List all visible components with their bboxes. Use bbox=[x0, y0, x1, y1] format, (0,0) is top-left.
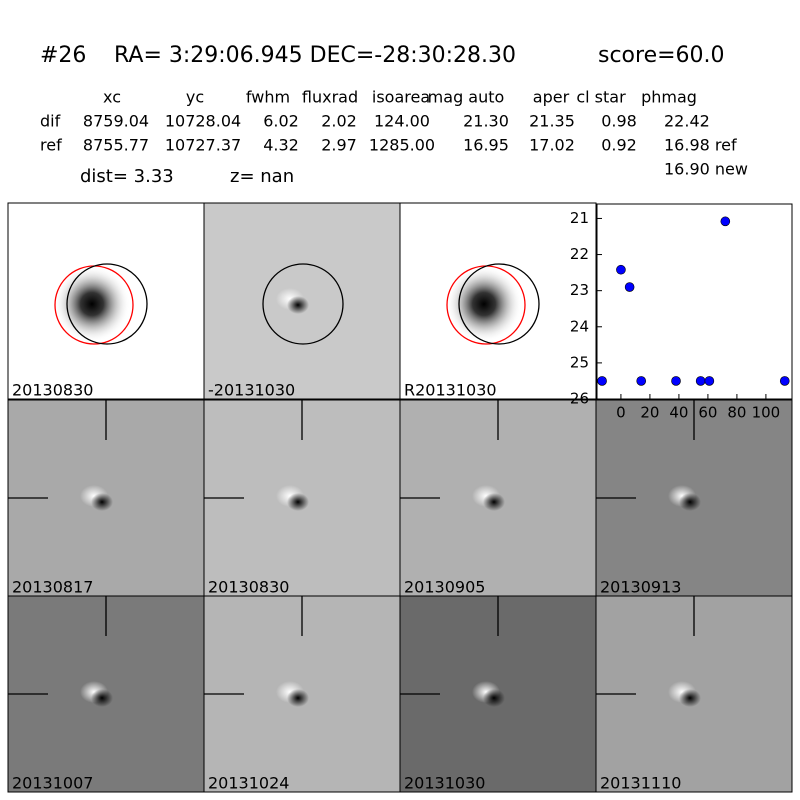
data-point bbox=[779, 376, 790, 386]
panel-label: 20130817 bbox=[12, 578, 93, 597]
residual-dark bbox=[483, 493, 505, 511]
column-header: fwhm bbox=[246, 88, 290, 107]
table-cell: 1285.00 bbox=[369, 136, 435, 155]
residual-dark bbox=[287, 296, 309, 314]
residual-dark bbox=[483, 689, 505, 707]
table-cell: 8759.04 bbox=[83, 112, 149, 131]
table-cell: 10728.04 bbox=[165, 112, 241, 131]
table-cell: 21.35 bbox=[529, 112, 575, 131]
data-point bbox=[704, 376, 715, 386]
source-blob bbox=[446, 266, 522, 342]
aperture-black bbox=[66, 263, 148, 345]
table-cell: 16.98 ref bbox=[664, 136, 737, 155]
table-cell: 8755.77 bbox=[83, 136, 149, 155]
panel-label: -20131030 bbox=[208, 381, 295, 400]
y-tick-label: 23 bbox=[570, 281, 589, 299]
x-tick-label: 0 bbox=[616, 404, 626, 422]
table-cell: 0.92 bbox=[601, 136, 637, 155]
source-blob bbox=[54, 266, 130, 342]
table-cell: 16.95 bbox=[463, 136, 509, 155]
y-tick-label: 22 bbox=[570, 245, 589, 263]
data-point bbox=[720, 216, 731, 227]
table-cell: 124.00 bbox=[374, 112, 430, 131]
table-cell: 22.42 bbox=[664, 112, 710, 131]
y-tick-label: 21 bbox=[570, 209, 589, 227]
column-header: xc bbox=[103, 88, 121, 107]
aperture-black bbox=[458, 263, 540, 345]
panel-label: 20131110 bbox=[600, 774, 681, 793]
x-tick-label: 60 bbox=[698, 404, 717, 422]
table-cell: dif bbox=[40, 112, 61, 131]
column-header: phmag bbox=[641, 88, 697, 107]
data-point bbox=[671, 376, 681, 386]
panel-label: 20130905 bbox=[404, 578, 485, 597]
table-cell: 2.02 bbox=[321, 112, 357, 131]
y-tick-label: 24 bbox=[570, 317, 589, 335]
score: score=60.0 bbox=[598, 43, 725, 68]
table-cell: 6.02 bbox=[263, 112, 299, 131]
panel-label: 20130913 bbox=[600, 578, 681, 597]
table-cell: 2.97 bbox=[321, 136, 357, 155]
column-header: aper bbox=[533, 88, 570, 107]
data-point bbox=[616, 264, 626, 275]
table-cell: 0.98 bbox=[601, 112, 637, 131]
x-tick-label: 100 bbox=[752, 404, 781, 422]
new-mag: 16.90 new bbox=[664, 160, 748, 179]
column-header: isoarea bbox=[372, 88, 430, 107]
data-point bbox=[636, 376, 647, 386]
panel-label: 20131024 bbox=[208, 774, 289, 793]
panel-label: 20131007 bbox=[12, 774, 93, 793]
aperture-black bbox=[262, 263, 344, 345]
residual-dark bbox=[287, 493, 309, 511]
table-cell: 21.30 bbox=[463, 112, 509, 131]
y-tick-label: 26 bbox=[570, 390, 589, 408]
coordinates: RA= 3:29:06.945 DEC=-28:30:28.30 bbox=[114, 43, 516, 68]
residual-dark bbox=[91, 689, 113, 707]
panel-grid: 20130830 -20131030 R20131030 20130817 201308… bbox=[7, 202, 793, 793]
table-cell: 4.32 bbox=[263, 136, 299, 155]
object-id: #26 bbox=[40, 43, 86, 68]
residual-dark bbox=[679, 689, 701, 707]
residual-dark bbox=[91, 493, 113, 511]
panel-label: 20130830 bbox=[208, 578, 289, 597]
panel-label: R20131030 bbox=[404, 381, 497, 400]
light-curve: 21 22 23 24 25 26 0 20 40 60 80 100 bbox=[570, 203, 793, 422]
panel-label: 20131030 bbox=[404, 774, 485, 793]
x-tick-label: 80 bbox=[727, 404, 746, 422]
column-header: yc bbox=[186, 88, 204, 107]
x-tick-label: 20 bbox=[640, 404, 659, 422]
x-tick-label: 40 bbox=[669, 404, 688, 422]
table-cell: 17.02 bbox=[529, 136, 575, 155]
residual-dark bbox=[679, 493, 701, 511]
y-tick-label: 25 bbox=[570, 353, 589, 371]
data-point bbox=[624, 282, 635, 292]
z-score: z= nan bbox=[230, 166, 294, 187]
panel-label: 20130830 bbox=[12, 381, 93, 400]
plot-area bbox=[596, 203, 793, 400]
data-point bbox=[597, 376, 607, 386]
distance: dist= 3.33 bbox=[80, 166, 174, 187]
table-cell: 10727.37 bbox=[165, 136, 241, 155]
column-header: fluxrad bbox=[302, 88, 358, 107]
residual-dark bbox=[287, 689, 309, 707]
table-cell: ref bbox=[40, 136, 62, 155]
column-header: mag auto bbox=[428, 88, 505, 107]
data-point bbox=[695, 376, 706, 386]
column-header: cl star bbox=[576, 88, 626, 107]
